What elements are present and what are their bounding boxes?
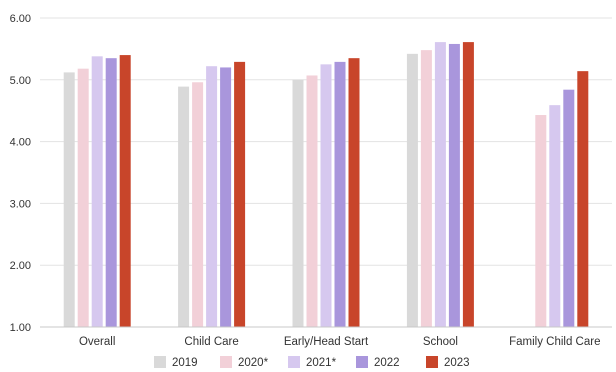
y-tick-label: 6.00	[10, 13, 31, 25]
legend-label: 2022	[374, 357, 400, 369]
x-category-label: Overall	[79, 336, 115, 348]
bar-2020-3	[420, 50, 432, 328]
legend-swatch	[356, 356, 368, 368]
legend-label: 2023	[444, 357, 470, 369]
bar-2023-0	[119, 55, 131, 328]
bar-2020-4	[535, 115, 547, 327]
bar-2023-1	[234, 61, 246, 328]
bar-2023-2	[348, 58, 360, 328]
bar-2021-1	[206, 66, 218, 327]
bar-2019-1	[178, 86, 190, 328]
x-category-label: Early/Head Start	[284, 336, 369, 348]
bar-2022-1	[220, 67, 232, 327]
bar-2020-0	[77, 68, 89, 328]
legend-swatch	[288, 356, 300, 368]
legend-label: 2020*	[238, 357, 269, 369]
y-tick-label: 1.00	[10, 322, 31, 334]
bar-2021-2	[320, 64, 332, 327]
bar-2019-0	[63, 72, 75, 327]
bar-2019-2	[292, 79, 304, 327]
bar-2021-4	[549, 105, 561, 327]
legend-label: 2021*	[306, 357, 337, 369]
bar-2022-3	[448, 43, 460, 328]
x-axis-labels: Overall Child Care Early/Head Start School F…	[79, 336, 601, 348]
bar-2019-3	[406, 53, 418, 328]
bar-2022-0	[105, 58, 117, 328]
y-tick-label: 3.00	[10, 198, 31, 210]
bar-2020-2	[306, 75, 318, 327]
x-category-label: School	[423, 336, 458, 348]
bar-2023-3	[462, 42, 474, 328]
bars	[63, 42, 589, 328]
legend-swatch	[426, 356, 438, 368]
bar-2022-2	[334, 61, 346, 328]
y-axis-ticks: 1.00 2.00 3.00 4.00 5.00 6.00	[10, 13, 31, 334]
legend-swatch	[154, 356, 166, 368]
bar-2021-0	[91, 56, 103, 327]
y-tick-label: 5.00	[10, 75, 31, 87]
y-tick-label: 2.00	[10, 260, 31, 272]
y-tick-label: 4.00	[10, 137, 31, 149]
bar-2022-4	[563, 89, 575, 327]
legend: 2019 2020* 2021* 2022 2023	[154, 356, 470, 369]
bar-2023-4	[577, 71, 589, 327]
x-category-label: Family Child Care	[509, 336, 600, 348]
bar-2021-3	[434, 42, 446, 328]
x-category-label: Child Care	[184, 336, 238, 348]
legend-swatch	[220, 356, 232, 368]
bar-2020-1	[192, 82, 204, 327]
legend-label: 2019	[172, 357, 198, 369]
